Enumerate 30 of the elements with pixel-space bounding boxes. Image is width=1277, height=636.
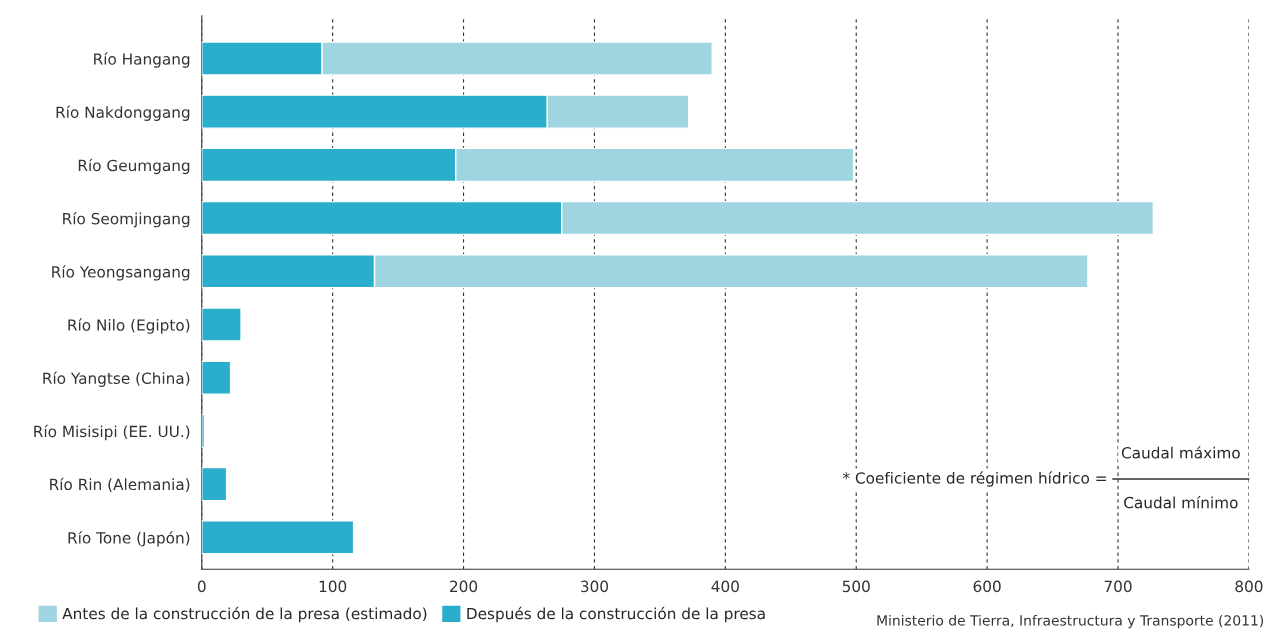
y-tick-label: Río Yangtse (China): [43, 371, 190, 387]
x-tick-label: 300: [581, 580, 609, 593]
annotation: * Coeficiente de régimen hídrico =: [842, 471, 1106, 487]
bar: [201, 466, 228, 502]
bar: [201, 307, 242, 342]
text: Ministerio de Tierra, Infraestructura y Transporte (2011): [877, 614, 1264, 629]
x-tick-label: 600: [973, 580, 1001, 593]
bar: [201, 413, 206, 449]
annotation: Caudal máximo: [1121, 446, 1240, 459]
y-tick-label: Río Rin (Alemania): [50, 477, 190, 492]
y-tick-label: Río Yeongsangang: [52, 265, 190, 281]
y-tick-label: Río Nilo (Egipto): [68, 318, 190, 334]
legend-label: Después de la construcción de la presa: [467, 606, 765, 623]
x-tick-label: 0: [197, 580, 206, 593]
y-tick-label: Río Hangang: [94, 52, 190, 68]
y-tick-label: Río Nakdonggang: [56, 105, 190, 121]
bar: [201, 520, 355, 555]
x-tick-label: 700: [1104, 580, 1132, 593]
bar: [201, 360, 232, 395]
x-tick-label: 800: [1235, 580, 1263, 593]
y-tick-label: Río Seomjingang: [63, 211, 190, 228]
y-tick-label: Río Tone (Japón): [68, 531, 190, 547]
y-tick-label: Río Misisipi (EE. UU.): [34, 424, 190, 441]
y-tick-label: Río Geumgang: [78, 158, 190, 175]
annotation: Caudal mínimo: [1124, 495, 1238, 509]
x-tick-label: 500: [842, 580, 870, 593]
x-tick-label: 400: [711, 580, 739, 593]
legend-label: Antes de la construcción de la presa (estimado): [62, 606, 427, 623]
x-tick-label: 200: [450, 580, 478, 593]
x-tick-label: 100: [319, 580, 347, 593]
